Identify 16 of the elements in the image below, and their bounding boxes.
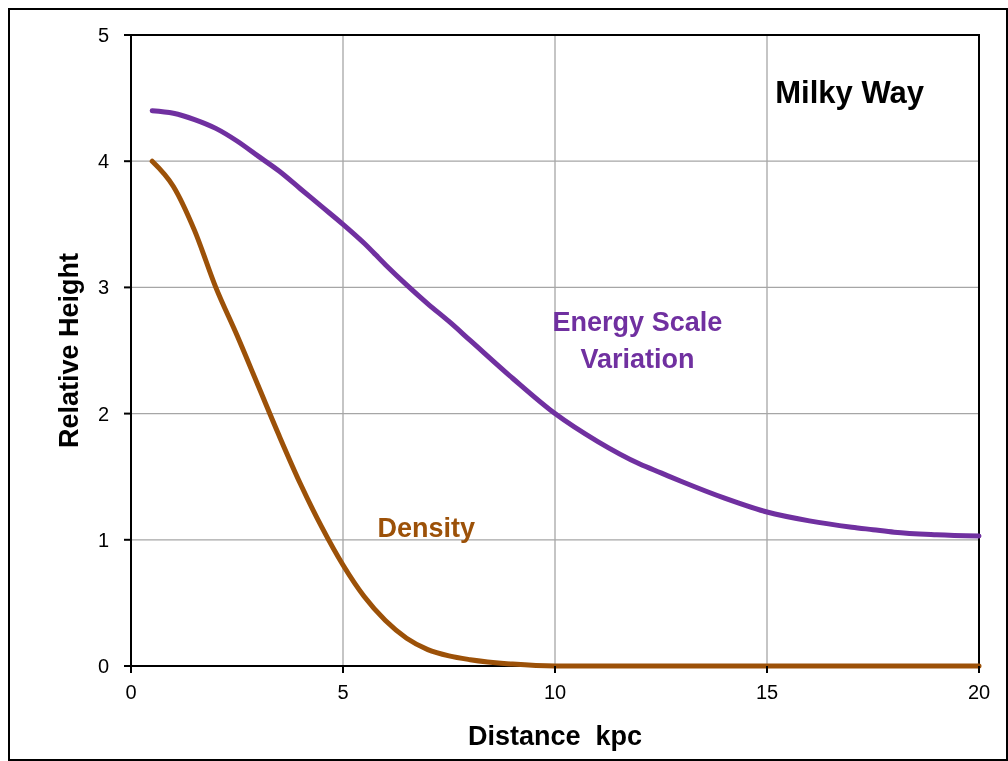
x-tick-label: 10 (543, 681, 567, 703)
y-tick-label: 4 (97, 150, 109, 173)
x-tick-label: 15 (755, 681, 779, 703)
x-axis-title: Distance kpc (467, 721, 643, 751)
x-tick-label: 0 (125, 681, 137, 703)
y-axis-title: Relative Height (54, 252, 84, 449)
y-tick-label: 1 (97, 528, 109, 551)
x-tick-label: 5 (337, 681, 349, 703)
y-tick-label: 0 (97, 655, 109, 677)
x-tick-label: 20 (967, 681, 991, 703)
y-tick-label: 3 (97, 276, 109, 299)
text: Milky Way (775, 75, 925, 110)
y-tick-label: 2 (97, 402, 109, 425)
y-tick-label: 5 (97, 24, 109, 46)
series-label: Density (377, 512, 475, 543)
series-label: Energy Scale Variation (552, 307, 723, 375)
